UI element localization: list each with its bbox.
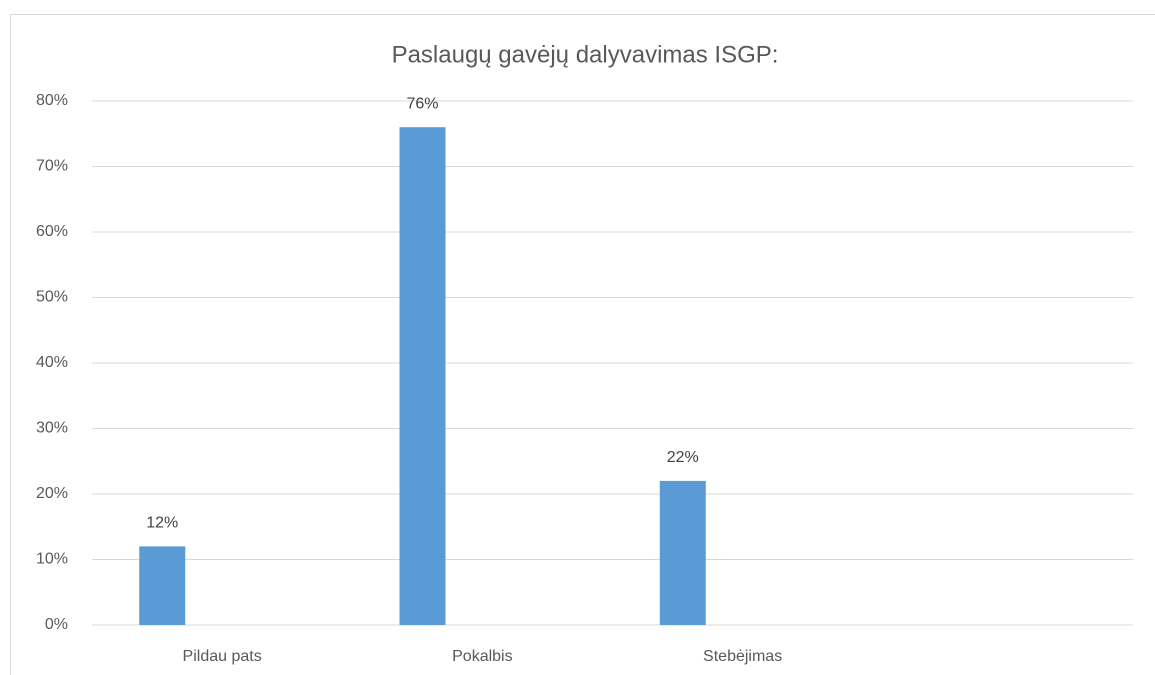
bar [399,127,446,625]
data-label: 76% [407,95,439,112]
chart-frame [10,14,1155,675]
y-tick-label: 10% [36,551,68,568]
y-tick-label: 0% [45,616,68,633]
x-tick-label: Stebėjimas [703,648,782,665]
y-tick-label: 40% [36,354,68,371]
data-label: 12% [146,515,178,532]
y-tick-label: 20% [36,485,68,502]
chart-title: Paslaugų gavėjų dalyvavimas ISGP: [392,41,779,68]
y-tick-label: 50% [36,289,68,306]
bar [659,480,706,625]
x-tick-label: Pokalbis [452,648,512,665]
y-tick-label: 70% [36,158,68,175]
bar [139,546,186,625]
x-tick-label: Pildau pats [183,648,262,665]
y-tick-label: 30% [36,420,68,437]
y-tick-label: 80% [36,92,68,109]
data-label: 22% [667,449,699,466]
y-tick-label: 60% [36,223,68,240]
